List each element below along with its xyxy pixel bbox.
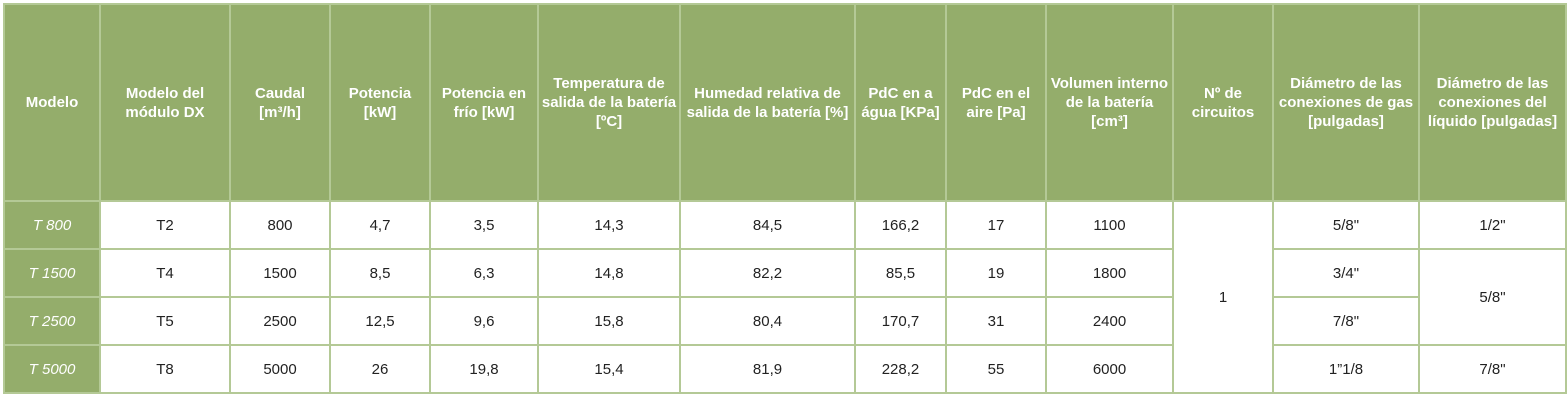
table-row: T 1500 T4 1500 8,5 6,3 14,8 82,2 85,5 19 1800 3/4"…	[3, 248, 1567, 346]
table-cell: T8	[99, 344, 231, 394]
table-cell: 1	[1172, 200, 1274, 394]
model-cell: T 800	[3, 200, 101, 250]
table-cell: 6000	[1045, 344, 1174, 394]
table-cell: 7/8"	[1418, 344, 1567, 394]
column-header: Potencia [kW]	[329, 3, 431, 202]
column-header: Modelo	[3, 3, 101, 202]
table-body: T 800 T2 800 4,7 3,5 14,3 84,5 166,2 17 1100 1 5/8"…	[3, 200, 1567, 394]
column-header: Volumen interno de la batería [cm³]	[1045, 3, 1174, 202]
column-header: Nº de circuitos	[1172, 3, 1274, 202]
table-cell: 55	[945, 344, 1047, 394]
model-cell: T 2500	[3, 296, 101, 346]
table-cell: 81,9	[679, 344, 856, 394]
table-cell: 4,7	[329, 200, 431, 250]
column-header: PdC en a água [KPa]	[854, 3, 947, 202]
table-cell: 15,4	[537, 344, 681, 394]
table-cell: 19,8	[429, 344, 539, 394]
table-cell: 5/8"	[1418, 248, 1567, 346]
header-row: Modelo Modelo del módulo DX Caudal [m³/h] P…	[3, 3, 1567, 202]
table-cell: 7/8"	[1272, 296, 1420, 346]
table-cell: 2500	[229, 296, 331, 346]
table-cell: 8,5	[329, 248, 431, 298]
table-cell: 9,6	[429, 296, 539, 346]
table-cell: 1800	[1045, 248, 1174, 298]
table-cell: 15,8	[537, 296, 681, 346]
model-cell: T 1500	[3, 248, 101, 298]
table-cell: 1100	[1045, 200, 1174, 250]
table-cell: T5	[99, 296, 231, 346]
table-cell: 1”1/8	[1272, 344, 1420, 394]
column-header: Potencia en frío [kW]	[429, 3, 539, 202]
table-cell: 12,5	[329, 296, 431, 346]
table-cell: 6,3	[429, 248, 539, 298]
model-cell: T 5000	[3, 344, 101, 394]
table-cell: 800	[229, 200, 331, 250]
table-cell: 17	[945, 200, 1047, 250]
table-cell: 82,2	[679, 248, 856, 298]
column-header: Temperatura de salida de la batería [ºC]	[537, 3, 681, 202]
column-header: Diámetro de las conexiones del líquido […	[1418, 3, 1567, 202]
table-cell: 170,7	[854, 296, 947, 346]
column-header: PdC en el aire [Pa]	[945, 3, 1047, 202]
table-cell: 14,3	[537, 200, 681, 250]
table-row: T 2500 T5 2500 12,5 9,6 15,8 80,4 170,7 31 2400 7/…	[3, 296, 1566, 346]
table-cell: T2	[99, 200, 231, 250]
table-cell: 2400	[1045, 296, 1174, 346]
column-header: Caudal [m³/h]	[229, 3, 331, 202]
table-cell: 3/4"	[1272, 248, 1420, 298]
table-cell: 19	[945, 248, 1047, 298]
table-cell: 5000	[229, 344, 331, 394]
table-cell: 84,5	[679, 200, 856, 250]
table-cell: 1500	[229, 248, 331, 298]
table-row: T 5000 T8 5000 26 19,8 15,4 81,9 228,2 55 6000 1”1…	[3, 344, 1567, 394]
table-cell: 26	[329, 344, 431, 394]
table-cell: 14,8	[537, 248, 681, 298]
table-cell: 3,5	[429, 200, 539, 250]
table-cell: 1/2"	[1418, 200, 1567, 250]
table-cell: T4	[99, 248, 231, 298]
table-cell: 166,2	[854, 200, 947, 250]
column-header: Humedad relativa de salida de la batería…	[679, 3, 856, 202]
spec-table: Modelo Modelo del módulo DX Caudal [m³/h] P…	[3, 3, 1567, 394]
table-cell: 228,2	[854, 344, 947, 394]
table-row: T 800 T2 800 4,7 3,5 14,3 84,5 166,2 17 1100 1 5/8"…	[3, 200, 1567, 394]
table-cell: 31	[945, 296, 1047, 346]
table-cell: 85,5	[854, 248, 947, 298]
column-header: Diámetro de las conexiones de gas [pulga…	[1272, 3, 1420, 202]
table-cell: 80,4	[679, 296, 856, 346]
table-cell: 5/8"	[1272, 200, 1420, 250]
column-header: Modelo del módulo DX	[99, 3, 231, 202]
